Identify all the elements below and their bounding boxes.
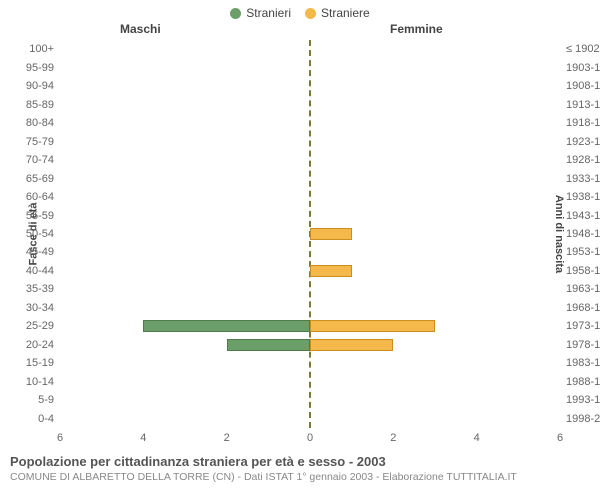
age-label: 40-44 (26, 265, 60, 277)
age-label: 10-14 (26, 376, 60, 388)
header-male: Maschi (120, 22, 161, 36)
birth-year-label: ≤ 1902 (560, 43, 600, 55)
footer: Popolazione per cittadinanza straniera p… (10, 454, 590, 483)
age-label: 30-34 (26, 302, 60, 314)
age-label: 50-54 (26, 228, 60, 240)
age-label: 55-59 (26, 210, 60, 222)
birth-year-label: 1923-1927 (560, 136, 600, 148)
age-label: 65-69 (26, 173, 60, 185)
age-label: 95-99 (26, 62, 60, 74)
bar-male (143, 320, 310, 332)
chart-row: 55-591943-1947 (60, 206, 560, 224)
chart-row: 25-291973-1977 (60, 317, 560, 335)
legend: Stranieri Straniere (0, 0, 600, 22)
x-tick: 6 (557, 432, 563, 444)
x-tick: 2 (224, 432, 230, 444)
chart-row: 45-491953-1957 (60, 243, 560, 261)
birth-year-label: 1918-1922 (560, 117, 600, 129)
bar-female (310, 320, 435, 332)
age-label: 75-79 (26, 136, 60, 148)
birth-year-label: 1978-1982 (560, 339, 600, 351)
legend-item-female: Straniere (305, 6, 370, 20)
birth-year-label: 1933-1937 (560, 173, 600, 185)
age-label: 85-89 (26, 99, 60, 111)
header-female: Femmine (390, 22, 443, 36)
birth-year-label: 1913-1917 (560, 99, 600, 111)
age-label: 80-84 (26, 117, 60, 129)
plot-area: Fasce di età Anni di nascita 100+≤ 19029… (0, 40, 600, 428)
birth-year-label: 1948-1952 (560, 228, 600, 240)
chart-row: 50-541948-1952 (60, 225, 560, 243)
circle-icon (230, 8, 241, 19)
chart-row: 65-691933-1937 (60, 169, 560, 187)
chart-row: 5-91993-1997 (60, 391, 560, 409)
chart-row: 40-441958-1962 (60, 262, 560, 280)
age-label: 45-49 (26, 246, 60, 258)
age-label: 90-94 (26, 80, 60, 92)
plot: 100+≤ 190295-991903-190790-941908-191285… (60, 40, 560, 428)
bar-female (310, 265, 352, 277)
birth-year-label: 1943-1947 (560, 210, 600, 222)
x-tick: 6 (57, 432, 63, 444)
x-tick: 0 (307, 432, 313, 444)
chart-row: 10-141988-1992 (60, 373, 560, 391)
age-label: 60-64 (26, 191, 60, 203)
birth-year-label: 1988-1992 (560, 376, 600, 388)
birth-year-label: 1953-1957 (560, 246, 600, 258)
legend-label: Straniere (321, 6, 370, 20)
age-label: 70-74 (26, 154, 60, 166)
age-label: 5-9 (38, 394, 60, 406)
bar-male (227, 339, 310, 351)
x-tick: 2 (390, 432, 396, 444)
chart-title: Popolazione per cittadinanza straniera p… (10, 454, 590, 469)
age-label: 15-19 (26, 357, 60, 369)
chart-row: 95-991903-1907 (60, 58, 560, 76)
chart-row: 60-641938-1942 (60, 188, 560, 206)
chart-row: 90-941908-1912 (60, 77, 560, 95)
birth-year-label: 1968-1972 (560, 302, 600, 314)
birth-year-label: 1928-1932 (560, 154, 600, 166)
birth-year-label: 1963-1967 (560, 283, 600, 295)
birth-year-label: 1938-1942 (560, 191, 600, 203)
chart-row: 15-191983-1987 (60, 354, 560, 372)
chart-row: 100+≤ 1902 (60, 40, 560, 58)
birth-year-label: 1983-1987 (560, 357, 600, 369)
legend-item-male: Stranieri (230, 6, 291, 20)
chart-subtitle: COMUNE DI ALBARETTO DELLA TORRE (CN) - D… (10, 471, 590, 483)
chart-row: 85-891913-1917 (60, 95, 560, 113)
age-label: 0-4 (38, 413, 60, 425)
circle-icon (305, 8, 316, 19)
age-label: 25-29 (26, 320, 60, 332)
age-label: 20-24 (26, 339, 60, 351)
chart-row: 80-841918-1922 (60, 114, 560, 132)
age-label: 100+ (29, 43, 60, 55)
x-tick: 4 (140, 432, 146, 444)
x-axis: 6 4 2 0 2 4 6 (60, 428, 560, 450)
legend-label: Stranieri (246, 6, 291, 20)
birth-year-label: 1958-1962 (560, 265, 600, 277)
bar-female (310, 339, 393, 351)
chart-row: 75-791923-1927 (60, 132, 560, 150)
birth-year-label: 1903-1907 (560, 62, 600, 74)
birth-year-label: 1998-2002 (560, 413, 600, 425)
column-headers: Maschi Femmine (0, 22, 600, 40)
birth-year-label: 1908-1912 (560, 80, 600, 92)
age-label: 35-39 (26, 283, 60, 295)
x-tick: 4 (474, 432, 480, 444)
chart-row: 0-41998-2002 (60, 410, 560, 428)
chart-row: 20-241978-1982 (60, 336, 560, 354)
bar-female (310, 228, 352, 240)
birth-year-label: 1973-1977 (560, 320, 600, 332)
birth-year-label: 1993-1997 (560, 394, 600, 406)
chart-row: 30-341968-1972 (60, 299, 560, 317)
chart-row: 35-391963-1967 (60, 280, 560, 298)
chart-row: 70-741928-1932 (60, 151, 560, 169)
